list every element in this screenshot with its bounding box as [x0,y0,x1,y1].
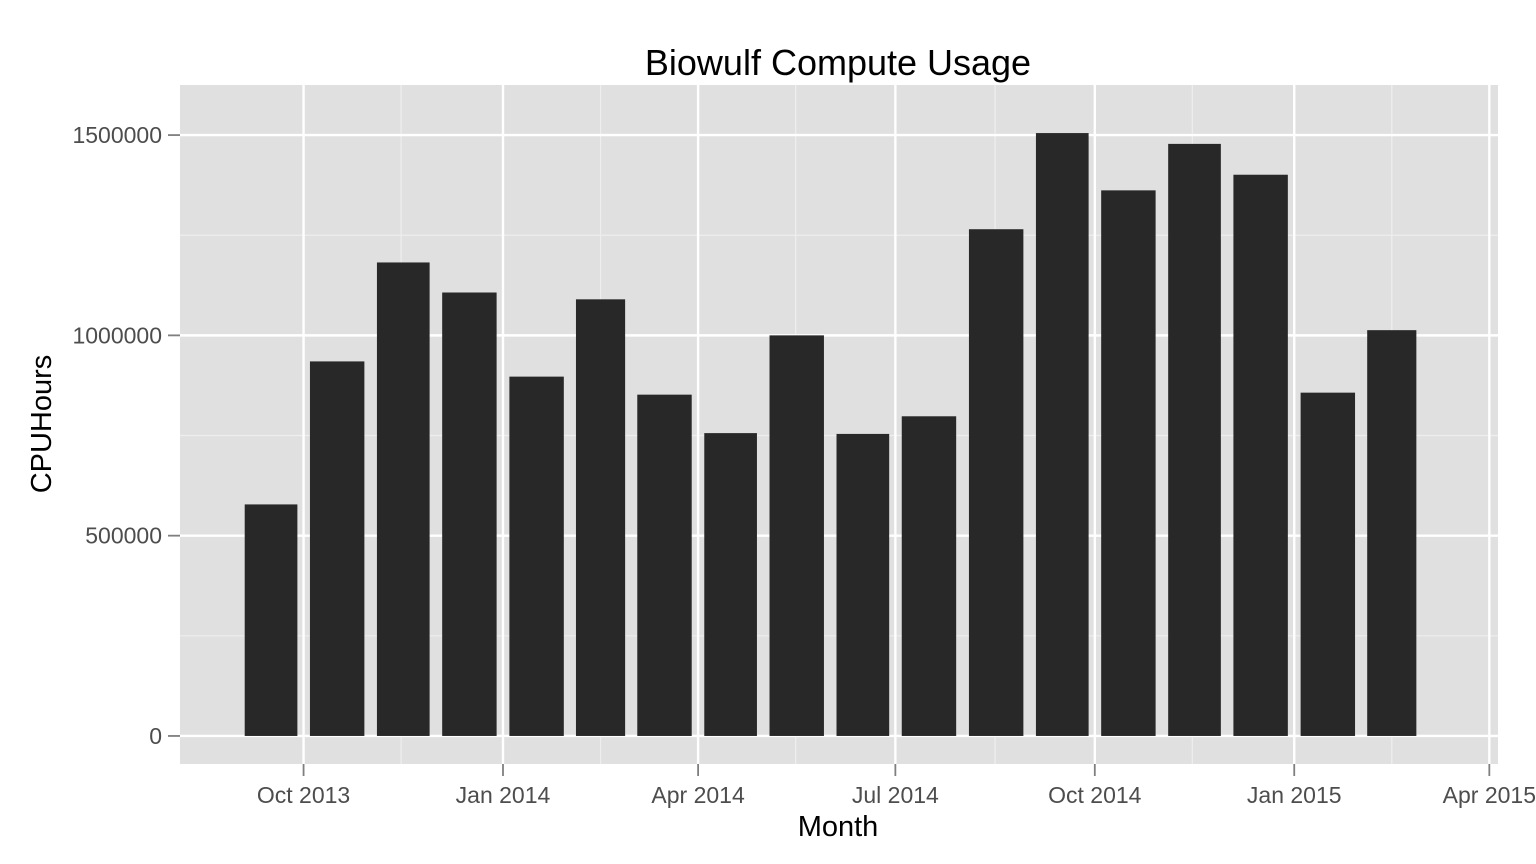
bar-2014-04 [704,433,757,736]
bar-2014-02 [575,299,626,736]
y-axis-title: CPUHours [26,355,58,494]
bar-2014-03 [637,394,692,736]
y-tick-label: 500000 [85,523,162,549]
bar-2014-10 [1101,190,1156,736]
bar-2014-07 [901,416,957,736]
y-axis: 0 500000 1000000 1500000 [72,122,180,749]
bar-2013-10 [309,361,365,736]
bar-2013-11 [376,262,430,736]
x-axis-title: Month [798,811,879,843]
x-tick-label: Jan 2014 [456,782,551,808]
bar-2013-12 [442,292,497,736]
bar-2014-01 [509,376,564,736]
bar-2015-01 [1300,392,1356,736]
x-tick-label: Apr 2014 [651,782,745,808]
bars [244,133,1417,736]
x-tick-label: Apr 2015 [1443,782,1536,808]
y-tick-label: 0 [149,723,162,749]
chart-title: Biowulf Compute Usage [645,42,1031,83]
y-tick-label: 1500000 [72,122,162,148]
bar-2014-09 [1035,133,1089,736]
bar-2014-11 [1168,143,1221,736]
bar-2013-09 [244,504,298,736]
x-tick-label: Jan 2015 [1247,782,1342,808]
x-axis: Oct 2013 Jan 2014 Apr 2014 Jul 2014 Oct 2014… [257,764,1536,808]
bar-2014-08 [968,229,1024,736]
bar-2014-06 [836,433,890,736]
x-tick-label: Oct 2013 [257,782,350,808]
bar-2014-12 [1233,174,1288,736]
y-tick-label: 1000000 [72,322,162,348]
bar-2014-05 [769,335,824,736]
bar-2015-02 [1367,330,1417,736]
x-tick-label: Oct 2014 [1048,782,1142,808]
x-tick-label: Jul 2014 [852,782,939,808]
